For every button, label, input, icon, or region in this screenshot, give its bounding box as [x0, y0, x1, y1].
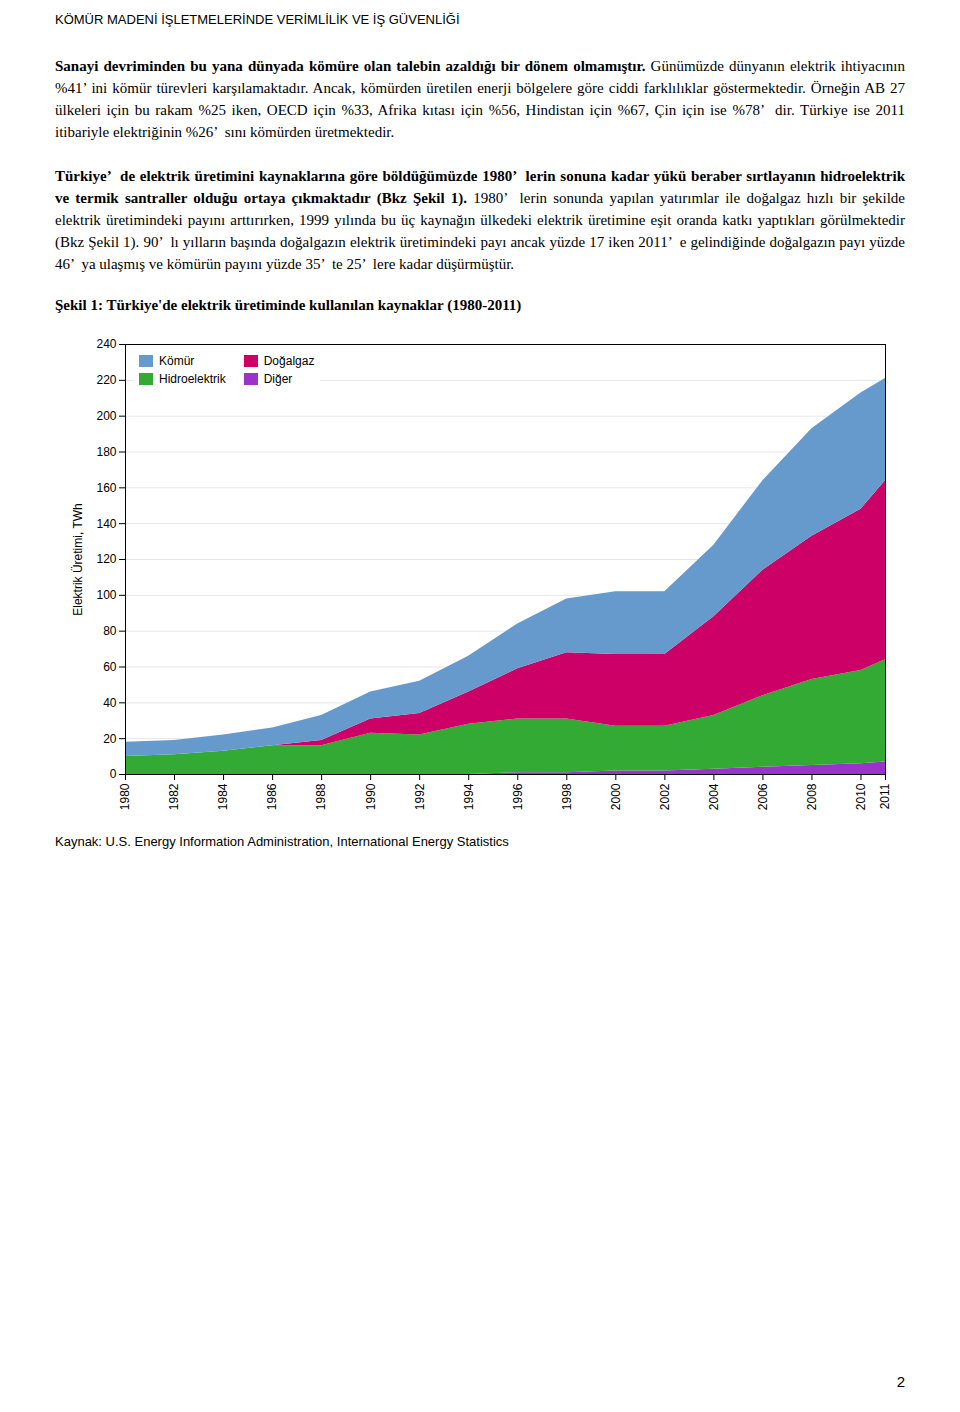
svg-text:80: 80	[103, 624, 117, 638]
svg-text:20: 20	[103, 732, 117, 746]
svg-text:1986: 1986	[265, 783, 279, 810]
svg-text:0: 0	[110, 767, 117, 781]
html-text:2: 2	[896, 1373, 905, 1390]
svg-text:2006: 2006	[756, 783, 770, 810]
html-text:Doğalgaz: Doğalgaz	[263, 354, 315, 368]
svg-text:240: 240	[96, 337, 116, 351]
svg-text:60: 60	[103, 660, 117, 674]
svg-text:1992: 1992	[413, 783, 427, 810]
html-text:Türkiye’ de elektrik üretimini: Türkiye’ de elektrik üretimini kaynaklar…	[55, 168, 909, 272]
svg-text:1982: 1982	[167, 783, 181, 810]
svg-text:1994: 1994	[462, 783, 476, 810]
svg-text:2002: 2002	[658, 783, 672, 810]
svg-text:2000: 2000	[609, 783, 623, 810]
svg-text:220: 220	[96, 373, 116, 387]
svg-text:1988: 1988	[314, 783, 328, 810]
svg-text:1998: 1998	[560, 783, 574, 810]
svg-text:120: 120	[96, 552, 116, 566]
svg-text:2004: 2004	[707, 783, 721, 810]
html-text:Şekil 1: Türkiye'de elektrik ü: Şekil 1: Türkiye'de elektrik üretiminde …	[55, 297, 522, 313]
svg-text:180: 180	[96, 445, 116, 459]
svg-text:200: 200	[96, 409, 116, 423]
svg-text:100: 100	[96, 588, 116, 602]
html-text:Kömür: Kömür	[159, 354, 195, 368]
svg-text:40: 40	[103, 696, 117, 710]
html-text:KÖMÜR MADENİ İŞLETMELERİNDE VE: KÖMÜR MADENİ İŞLETMELERİNDE VERİMLİLİK V…	[55, 12, 460, 27]
svg-text:Elektrik Üretimi, TWh: Elektrik Üretimi, TWh	[71, 503, 85, 615]
html-text:Diğer: Diğer	[263, 372, 293, 386]
html-text:Hidroelektrik: Hidroelektrik	[159, 372, 226, 386]
svg-text:2010: 2010	[854, 783, 868, 810]
svg-text:2008: 2008	[805, 783, 819, 810]
svg-text:160: 160	[96, 481, 116, 495]
svg-text:140: 140	[96, 517, 116, 531]
svg-text:1984: 1984	[216, 783, 230, 810]
svg-text:1990: 1990	[364, 783, 378, 810]
svg-text:1980: 1980	[118, 783, 132, 810]
html-text:Sanayi devriminden bu yana dün: Sanayi devriminden bu yana dünyada kömür…	[55, 58, 909, 140]
svg-text:2011: 2011	[878, 783, 892, 809]
svg-text:1996: 1996	[511, 783, 525, 810]
html-text:Kaynak: U.S. Energy Informatio: Kaynak: U.S. Energy Information Administ…	[55, 834, 509, 849]
